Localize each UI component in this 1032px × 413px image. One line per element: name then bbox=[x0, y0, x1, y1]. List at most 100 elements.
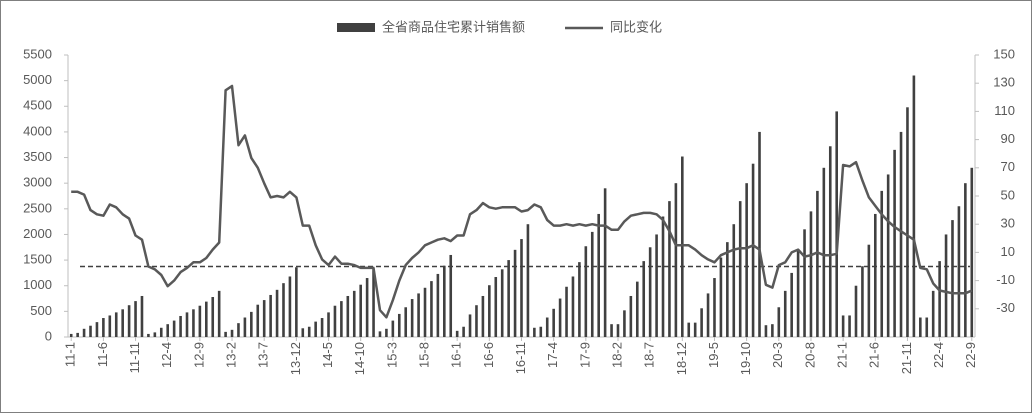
bar bbox=[352, 290, 356, 337]
bar bbox=[674, 183, 678, 337]
bar bbox=[179, 315, 182, 337]
bar bbox=[108, 315, 112, 337]
bar bbox=[558, 298, 562, 337]
x-tick-label: 21-11 bbox=[899, 342, 914, 374]
y-tick-label: 4000 bbox=[23, 123, 52, 138]
bar bbox=[391, 320, 395, 337]
x-tick-label: 16-1 bbox=[449, 342, 464, 368]
y-tick-label: 1000 bbox=[23, 277, 52, 292]
y2-tick-label: 130 bbox=[993, 75, 1015, 90]
y-tick-label: 4500 bbox=[23, 98, 52, 113]
bar bbox=[423, 287, 427, 337]
bar bbox=[835, 111, 838, 338]
bar bbox=[745, 183, 748, 337]
bar bbox=[919, 317, 922, 337]
bar bbox=[359, 284, 362, 337]
bar bbox=[211, 297, 215, 337]
bar bbox=[777, 307, 781, 337]
bar bbox=[443, 265, 446, 337]
bar bbox=[333, 305, 337, 337]
bar bbox=[803, 229, 806, 337]
bar bbox=[166, 324, 170, 337]
x-tick-label: 11-6 bbox=[95, 342, 110, 367]
x-tick-label: 13-12 bbox=[288, 342, 303, 375]
bar bbox=[513, 249, 517, 337]
bar bbox=[899, 131, 903, 337]
x-tick-label: 18-2 bbox=[609, 342, 624, 368]
bar bbox=[726, 242, 729, 337]
bar bbox=[738, 201, 742, 337]
bar bbox=[693, 322, 697, 337]
bar bbox=[455, 330, 459, 337]
x-tick-label: 18-7 bbox=[642, 342, 657, 368]
bar bbox=[76, 332, 79, 337]
y2-tick-label: 110 bbox=[994, 103, 1015, 118]
bar bbox=[700, 308, 703, 337]
bar bbox=[301, 328, 305, 337]
bar bbox=[198, 305, 202, 337]
bar bbox=[796, 249, 800, 337]
bar bbox=[873, 213, 877, 337]
y2-tick-label: -10 bbox=[996, 272, 1015, 287]
x-tick-label: 12-4 bbox=[159, 342, 174, 368]
bar bbox=[944, 234, 948, 337]
bar bbox=[102, 318, 105, 337]
bar bbox=[938, 261, 941, 337]
bar bbox=[378, 331, 382, 337]
bar bbox=[314, 321, 317, 337]
bar bbox=[648, 247, 652, 337]
x-tick-label: 16-11 bbox=[513, 342, 528, 374]
x-tick-label: 22-9 bbox=[963, 342, 978, 368]
bar bbox=[340, 301, 343, 337]
bar bbox=[790, 272, 793, 337]
bar bbox=[880, 190, 884, 337]
bar bbox=[668, 201, 671, 337]
bar bbox=[912, 75, 916, 337]
bar bbox=[365, 278, 369, 337]
bar bbox=[565, 286, 568, 337]
legend-label: 全省商品住宅累计销售额 bbox=[382, 19, 525, 34]
bar bbox=[906, 107, 909, 337]
bar bbox=[430, 281, 433, 337]
bar bbox=[629, 295, 633, 337]
y2-tick-label: 10 bbox=[1001, 244, 1015, 259]
x-tick-label: 21-6 bbox=[867, 342, 882, 368]
x-tick-label: 15-3 bbox=[384, 342, 399, 368]
bar bbox=[288, 276, 292, 337]
bar bbox=[687, 322, 691, 337]
bar bbox=[571, 276, 575, 337]
bar bbox=[481, 295, 485, 337]
bar bbox=[262, 300, 266, 337]
x-tick-label: 11-1 bbox=[63, 342, 78, 367]
bar bbox=[269, 294, 272, 337]
bar bbox=[417, 293, 420, 337]
bar bbox=[462, 326, 465, 337]
x-tick-label: 11-11 bbox=[127, 342, 142, 373]
bar bbox=[610, 324, 613, 337]
bar bbox=[205, 301, 208, 337]
x-tick-label: 20-3 bbox=[770, 342, 785, 368]
bar bbox=[134, 301, 137, 337]
bar bbox=[951, 220, 954, 337]
y2-tick-label: 30 bbox=[1001, 216, 1015, 231]
bar bbox=[449, 254, 453, 337]
line bbox=[71, 84, 973, 319]
bar bbox=[217, 290, 221, 337]
bar bbox=[848, 315, 851, 337]
bar bbox=[931, 290, 935, 337]
bar bbox=[552, 308, 555, 337]
bar bbox=[230, 329, 234, 337]
bar bbox=[185, 312, 189, 337]
bar bbox=[713, 278, 716, 337]
bar bbox=[127, 305, 131, 337]
bar bbox=[159, 327, 163, 337]
bar bbox=[488, 285, 491, 337]
bar bbox=[867, 244, 871, 337]
bar bbox=[82, 328, 86, 337]
bar bbox=[307, 326, 311, 337]
x-tick-label: 14-10 bbox=[352, 342, 367, 375]
bar bbox=[751, 163, 755, 337]
y-tick-label: 1500 bbox=[23, 252, 52, 267]
bar bbox=[822, 167, 826, 337]
